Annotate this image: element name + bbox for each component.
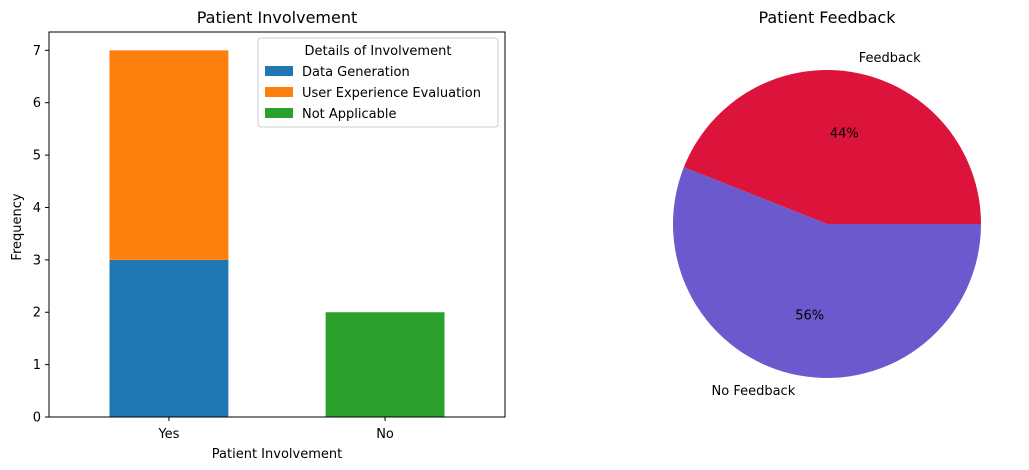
legend-swatch — [265, 87, 293, 97]
x-tick-label: No — [376, 427, 394, 442]
y-axis-ticks: 0 1 2 3 4 5 6 7 — [33, 44, 49, 426]
legend: Details of Involvement Data Generation Us… — [257, 37, 499, 128]
bar-no-not-applicable — [325, 312, 445, 417]
bar-chart: Patient Involvement 0 1 2 3 4 5 6 7 Yes No Patie… — [10, 8, 506, 462]
bar-yes-data-generation — [109, 259, 229, 417]
x-axis-label: Patient Involvement — [212, 447, 342, 462]
legend-title: Details of Involvement — [305, 44, 452, 59]
pie-slice-label: Feedback — [859, 51, 921, 66]
legend-box — [257, 37, 499, 128]
y-tick-label: 7 — [33, 44, 41, 59]
y-tick-label: 3 — [33, 253, 41, 268]
pie-chart: Patient Feedback Feedback 44% No Feedback 5… — [673, 8, 981, 399]
y-axis-label: Frequency — [10, 193, 25, 260]
bars — [109, 50, 445, 417]
legend-label: User Experience Evaluation — [302, 86, 481, 101]
x-axis-ticks: Yes No — [157, 417, 394, 442]
pie-slice-no-feedback — [673, 167, 981, 378]
pie-slices — [673, 69, 981, 378]
bar-yes-user-experience-evaluation — [109, 50, 229, 260]
legend-label: Not Applicable — [302, 107, 397, 122]
x-tick-label: Yes — [157, 427, 179, 442]
legend-swatch — [265, 66, 293, 76]
pie-chart-title: Patient Feedback — [759, 8, 897, 27]
y-tick-label: 6 — [33, 96, 41, 111]
legend-swatch — [265, 108, 293, 118]
pie-labels: Feedback 44% No Feedback 56% — [712, 51, 922, 399]
pie-slice-feedback — [683, 69, 981, 224]
y-tick-label: 1 — [33, 358, 41, 373]
y-tick-label: 0 — [33, 411, 41, 426]
bar-chart-title: Patient Involvement — [197, 8, 358, 27]
legend-label: Data Generation — [302, 65, 410, 80]
y-tick-label: 2 — [33, 306, 41, 321]
y-tick-label: 5 — [33, 149, 41, 164]
pie-slice-label: No Feedback — [712, 384, 796, 399]
y-tick-label: 4 — [33, 201, 41, 216]
plot-frame — [48, 31, 506, 418]
legend-items: Data Generation User Experience Evaluatio… — [265, 65, 481, 122]
pie-pct-label: 56% — [795, 308, 824, 323]
pie-pct-label: 44% — [830, 127, 859, 142]
